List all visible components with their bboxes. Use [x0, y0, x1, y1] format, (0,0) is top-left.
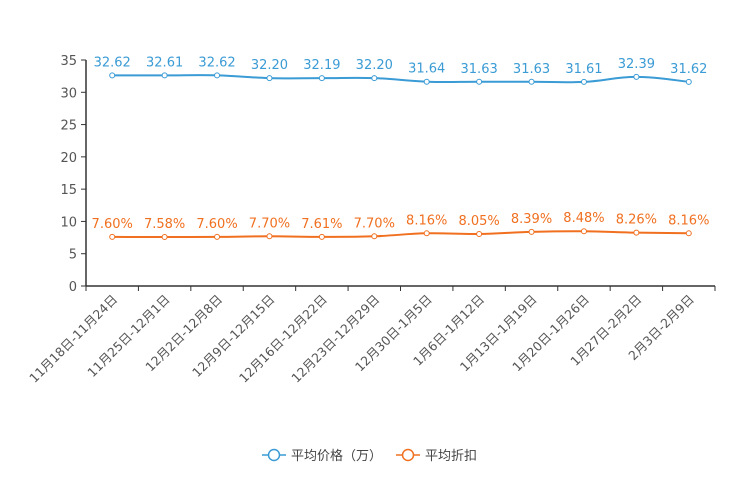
y-tick-label: 10 [60, 215, 77, 230]
legend-marker-0 [267, 448, 281, 462]
data-point [633, 73, 640, 80]
data-point [371, 75, 378, 82]
data-label: 31.62 [670, 62, 707, 77]
y-tick-label: 20 [60, 151, 77, 166]
data-label: 7.61% [301, 217, 342, 232]
data-label: 31.63 [513, 62, 550, 77]
data-label: 32.39 [618, 57, 655, 72]
data-point [266, 75, 273, 82]
data-label: 8.48% [563, 211, 604, 226]
series-line-1 [112, 230, 689, 239]
y-tick-label: 25 [60, 119, 77, 134]
y-tick-label: 5 [69, 248, 77, 263]
data-point [685, 230, 692, 237]
data-point [109, 72, 116, 79]
data-label: 31.61 [565, 62, 602, 77]
data-point [633, 229, 640, 236]
x-tick-label: 12月23日-12月29日 [288, 292, 382, 386]
data-label: 32.62 [198, 55, 235, 70]
data-point [423, 230, 430, 237]
data-label: 32.61 [146, 55, 183, 70]
legend-label-1: 平均折扣 [425, 449, 477, 464]
y-tick-label: 15 [60, 183, 77, 198]
data-point [476, 231, 483, 238]
data-point [318, 233, 325, 240]
data-label: 8.26% [616, 213, 657, 228]
data-label: 31.63 [461, 62, 498, 77]
data-point [476, 78, 483, 85]
y-tick-label: 0 [69, 280, 77, 295]
data-label: 8.16% [406, 213, 447, 228]
y-tick-label: 35 [60, 54, 77, 69]
data-label: 7.70% [249, 216, 290, 231]
data-label: 31.64 [408, 62, 445, 77]
data-point [161, 234, 168, 241]
data-label: 32.62 [94, 55, 131, 70]
data-point [266, 233, 273, 240]
series-line-0 [112, 74, 689, 84]
data-point [423, 78, 430, 85]
data-point [214, 72, 221, 79]
legend-marker-1 [401, 448, 415, 462]
data-point [214, 233, 221, 240]
data-label: 8.39% [511, 212, 552, 227]
data-label: 32.19 [303, 58, 340, 73]
data-label: 7.60% [92, 217, 133, 232]
data-label: 32.20 [251, 58, 288, 73]
x-tick-label: 12月16日-12月22日 [236, 292, 330, 386]
y-tick-label: 30 [60, 86, 77, 101]
data-point [580, 228, 587, 235]
data-point [161, 72, 168, 79]
data-point [528, 78, 535, 85]
data-point [528, 228, 535, 235]
data-label: 7.60% [196, 217, 237, 232]
data-label: 7.58% [144, 217, 185, 232]
data-label: 7.70% [354, 216, 395, 231]
data-point [580, 78, 587, 85]
data-point [685, 78, 692, 85]
data-point [371, 233, 378, 240]
x-tick-label: 11月18日-11月24日 [26, 292, 120, 386]
data-point [318, 75, 325, 82]
data-label: 8.16% [668, 213, 709, 228]
legend-label-0: 平均价格（万） [291, 448, 382, 464]
data-label: 32.20 [356, 58, 393, 73]
data-label: 8.05% [458, 214, 499, 229]
data-point [109, 233, 116, 240]
